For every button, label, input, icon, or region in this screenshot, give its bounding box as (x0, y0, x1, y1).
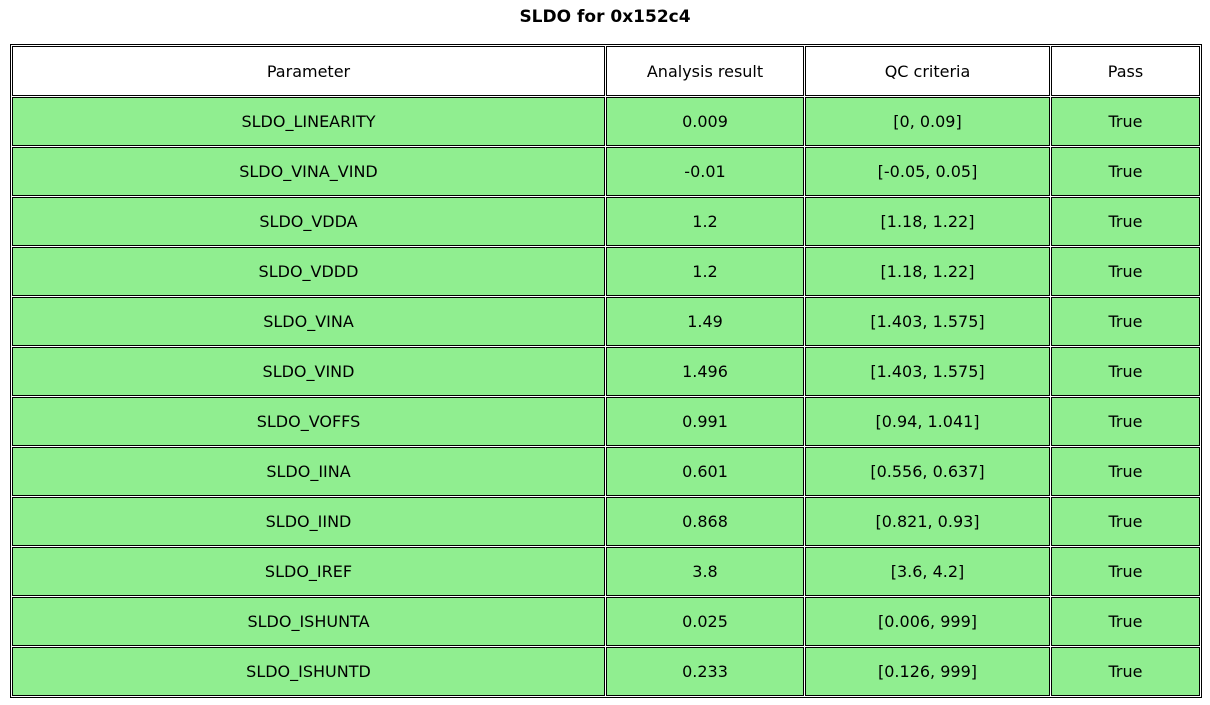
col-header-analysis-result: Analysis result (606, 46, 804, 96)
table-row: SLDO_IINA 0.601 [0.556, 0.637] True (12, 447, 1200, 496)
cell-parameter: SLDO_VINA_VIND (12, 147, 605, 196)
cell-qc-criteria: [1.403, 1.575] (805, 297, 1050, 346)
cell-analysis-result: 1.2 (606, 197, 804, 246)
cell-qc-criteria: [1.403, 1.575] (805, 347, 1050, 396)
cell-analysis-result: 0.868 (606, 497, 804, 546)
cell-parameter: SLDO_IREF (12, 547, 605, 596)
table-row: SLDO_ISHUNTA 0.025 [0.006, 999] True (12, 597, 1200, 646)
cell-qc-criteria: [3.6, 4.2] (805, 547, 1050, 596)
cell-pass: True (1051, 197, 1200, 246)
cell-parameter: SLDO_IINA (12, 447, 605, 496)
table-row: SLDO_IREF 3.8 [3.6, 4.2] True (12, 547, 1200, 596)
cell-pass: True (1051, 247, 1200, 296)
cell-qc-criteria: [0.006, 999] (805, 597, 1050, 646)
cell-analysis-result: 1.49 (606, 297, 804, 346)
cell-analysis-result: 0.233 (606, 647, 804, 696)
cell-analysis-result: 3.8 (606, 547, 804, 596)
cell-parameter: SLDO_VINA (12, 297, 605, 346)
cell-qc-criteria: [0.94, 1.041] (805, 397, 1050, 446)
col-header-parameter: Parameter (12, 46, 605, 96)
cell-parameter: SLDO_VIND (12, 347, 605, 396)
cell-analysis-result: 1.2 (606, 247, 804, 296)
qc-table: Parameter Analysis result QC criteria Pa… (11, 45, 1201, 697)
cell-qc-criteria: [-0.05, 0.05] (805, 147, 1050, 196)
cell-parameter: SLDO_VDDD (12, 247, 605, 296)
cell-pass: True (1051, 347, 1200, 396)
cell-pass: True (1051, 147, 1200, 196)
cell-pass: True (1051, 97, 1200, 146)
cell-parameter: SLDO_LINEARITY (12, 97, 605, 146)
cell-analysis-result: 0.601 (606, 447, 804, 496)
cell-qc-criteria: [0.556, 0.637] (805, 447, 1050, 496)
cell-pass: True (1051, 597, 1200, 646)
cell-pass: True (1051, 297, 1200, 346)
table-row: SLDO_VDDD 1.2 [1.18, 1.22] True (12, 247, 1200, 296)
table-row: SLDO_VINA_VIND -0.01 [-0.05, 0.05] True (12, 147, 1200, 196)
cell-parameter: SLDO_VDDA (12, 197, 605, 246)
cell-pass: True (1051, 397, 1200, 446)
cell-qc-criteria: [1.18, 1.22] (805, 197, 1050, 246)
cell-qc-criteria: [1.18, 1.22] (805, 247, 1050, 296)
header-row: Parameter Analysis result QC criteria Pa… (12, 46, 1200, 96)
cell-qc-criteria: [0.126, 999] (805, 647, 1050, 696)
chart-title: SLDO for 0x152c4 (519, 7, 691, 27)
cell-pass: True (1051, 547, 1200, 596)
cell-analysis-result: -0.01 (606, 147, 804, 196)
table-row: SLDO_VDDA 1.2 [1.18, 1.22] True (12, 197, 1200, 246)
table-row: SLDO_LINEARITY 0.009 [0, 0.09] True (12, 97, 1200, 146)
table-row: SLDO_VIND 1.496 [1.403, 1.575] True (12, 347, 1200, 396)
cell-parameter: SLDO_ISHUNTD (12, 647, 605, 696)
cell-pass: True (1051, 497, 1200, 546)
cell-qc-criteria: [0.821, 0.93] (805, 497, 1050, 546)
table-body: SLDO_LINEARITY 0.009 [0, 0.09] True SLDO_VIN… (12, 97, 1200, 696)
cell-analysis-result: 0.009 (606, 97, 804, 146)
table-row: SLDO_VOFFS 0.991 [0.94, 1.041] True (12, 397, 1200, 446)
cell-pass: True (1051, 447, 1200, 496)
col-header-pass: Pass (1051, 46, 1200, 96)
table-row: SLDO_VINA 1.49 [1.403, 1.575] True (12, 297, 1200, 346)
col-header-qc-criteria: QC criteria (805, 46, 1050, 96)
table-row: SLDO_ISHUNTD 0.233 [0.126, 999] True (12, 647, 1200, 696)
cell-qc-criteria: [0, 0.09] (805, 97, 1050, 146)
cell-analysis-result: 0.025 (606, 597, 804, 646)
cell-pass: True (1051, 647, 1200, 696)
cell-parameter: SLDO_ISHUNTA (12, 597, 605, 646)
table-row: SLDO_IIND 0.868 [0.821, 0.93] True (12, 497, 1200, 546)
cell-parameter: SLDO_IIND (12, 497, 605, 546)
cell-analysis-result: 1.496 (606, 347, 804, 396)
qc-results-table: Parameter Analysis result QC criteria Pa… (10, 44, 1202, 698)
cell-analysis-result: 0.991 (606, 397, 804, 446)
cell-parameter: SLDO_VOFFS (12, 397, 605, 446)
